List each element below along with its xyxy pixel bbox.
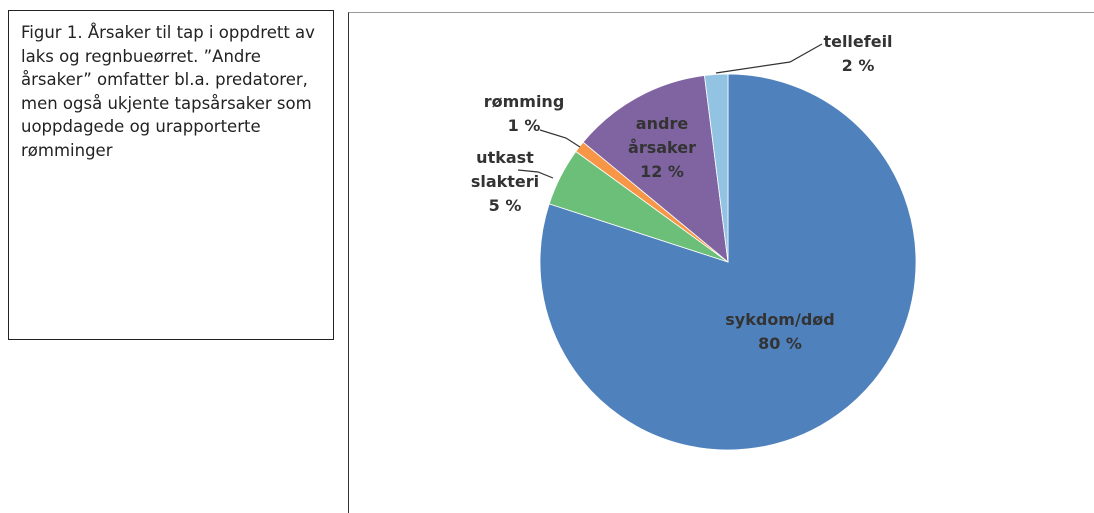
- chart-frame: [348, 12, 1094, 513]
- label-value: 2 %: [841, 56, 875, 75]
- label-value: 80 %: [758, 334, 802, 353]
- leader-line: [715, 43, 823, 74]
- chart: [517, 43, 917, 451]
- label-name: tellefeil: [823, 32, 893, 51]
- leader-line: [539, 129, 581, 148]
- page: Figur 1. Årsaker til tap i oppdrett av l…: [8, 10, 1094, 513]
- data-label: andre årsaker 12 %: [622, 112, 702, 184]
- leader-lines: [517, 43, 823, 179]
- leader-line: [517, 169, 554, 179]
- label-value: 12 %: [640, 162, 684, 181]
- data-label: rømming 1 %: [464, 90, 584, 138]
- label-value: 5 %: [488, 196, 522, 215]
- label-name: rømming: [483, 92, 565, 111]
- label-name: sykdom/død: [725, 310, 835, 329]
- data-label: sykdom/død 80 %: [720, 308, 840, 356]
- data-label: utkast slakteri 5 %: [465, 146, 545, 218]
- pie-slice: [582, 75, 729, 263]
- pie-slice: [703, 73, 729, 263]
- caption: Figur 1. Årsaker til tap i oppdrett av l…: [8, 10, 334, 340]
- data-label: tellefeil 2 %: [798, 30, 918, 78]
- label-name: andre årsaker: [628, 114, 696, 157]
- pie: [539, 73, 917, 451]
- label-value: 1 %: [507, 116, 541, 135]
- label-name: utkast slakteri: [470, 148, 540, 191]
